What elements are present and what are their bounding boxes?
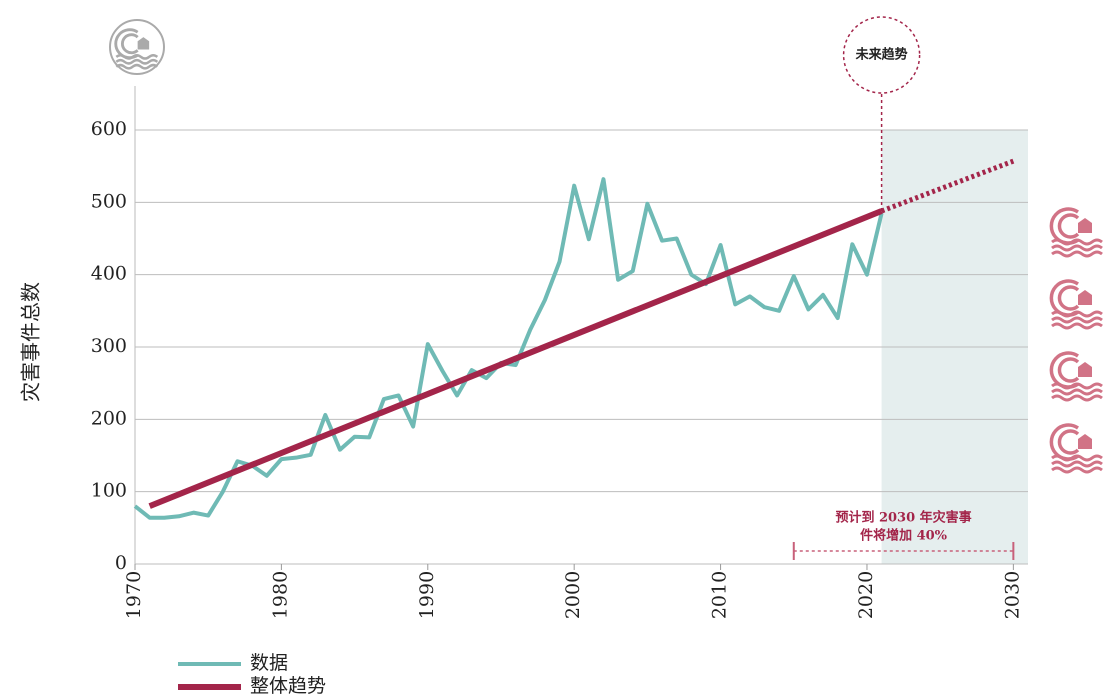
legend-label: 数据 <box>250 652 288 674</box>
forecast-note: 预计到 2030 年灾害事 <box>835 510 971 526</box>
icon <box>1049 207 1104 258</box>
forecast-note: 件将增加 40% <box>860 528 948 544</box>
logo-ring <box>109 19 165 75</box>
plot: 0 100 200 300 400 500 600 1970 1980 1990 2000 2010 2… <box>91 16 1028 697</box>
icon <box>1049 423 1104 474</box>
legend-label: 整体趋势 <box>250 675 326 697</box>
x-tick-label: 2010 <box>709 571 731 619</box>
icon <box>1049 279 1104 330</box>
icon <box>1049 351 1104 402</box>
x-tick-label: 1970 <box>123 571 145 619</box>
x-tick-label: 1980 <box>269 571 291 619</box>
y-axis-label: 灾害事件总数 <box>19 282 43 402</box>
y-tick-label: 100 <box>91 480 127 502</box>
y-tick-label: 500 <box>91 190 127 212</box>
future-circle <box>842 16 921 94</box>
trend-line <box>148 208 883 509</box>
x-tick-label: 2020 <box>855 571 877 619</box>
y-tick-label: 200 <box>91 407 127 429</box>
logo-icon <box>114 28 159 70</box>
x-tick-label: 2000 <box>562 571 584 619</box>
y-tick-label: 300 <box>91 335 127 357</box>
y-tick-label: 400 <box>91 263 127 285</box>
y-tick-label: 600 <box>91 118 127 140</box>
x-tick-label: 1990 <box>416 571 438 619</box>
y-tick-label: 0 <box>115 552 127 574</box>
future-label: 未来趋势 <box>855 47 908 63</box>
x-tick-label: 2030 <box>1001 571 1023 619</box>
